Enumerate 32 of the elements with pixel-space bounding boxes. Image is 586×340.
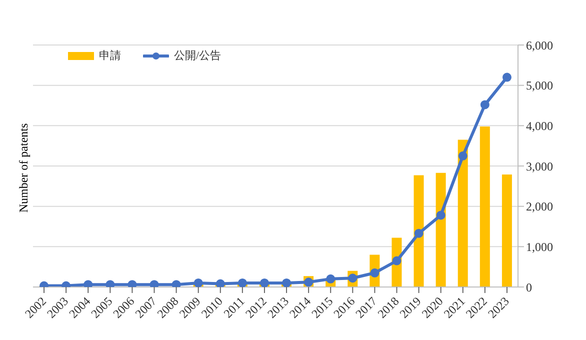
point: [436, 210, 446, 220]
bar: [414, 175, 424, 287]
point: [128, 280, 137, 287]
point: [458, 151, 468, 160]
y-tick-label: 1,000: [526, 240, 553, 254]
point: [238, 278, 247, 287]
bar: [480, 126, 490, 287]
point: [84, 280, 93, 287]
point: [414, 228, 424, 238]
y-tick-label: 5,000: [526, 78, 553, 93]
y-tick-label: 3,000: [526, 159, 553, 174]
y-tick-label: 2,000: [526, 200, 553, 214]
point: [282, 278, 292, 287]
point: [326, 274, 336, 284]
point: [260, 278, 269, 287]
bar: [458, 140, 468, 287]
point: [392, 256, 402, 266]
bar: [502, 174, 512, 287]
y-tick-label: 6,000: [526, 38, 553, 52]
point: [216, 279, 225, 287]
y-axis-title: Number of patents: [16, 123, 32, 213]
point: [480, 100, 490, 110]
point: [502, 72, 512, 82]
bar: [436, 172, 446, 287]
legend-label: 公開/公告: [174, 48, 222, 63]
y-tick-label: 4,000: [526, 118, 553, 133]
point: [106, 280, 115, 287]
y-tick-label: 0: [526, 280, 532, 294]
point: [172, 280, 181, 287]
legend-label: 申請: [99, 49, 121, 63]
point: [150, 280, 159, 287]
point: [194, 278, 203, 287]
